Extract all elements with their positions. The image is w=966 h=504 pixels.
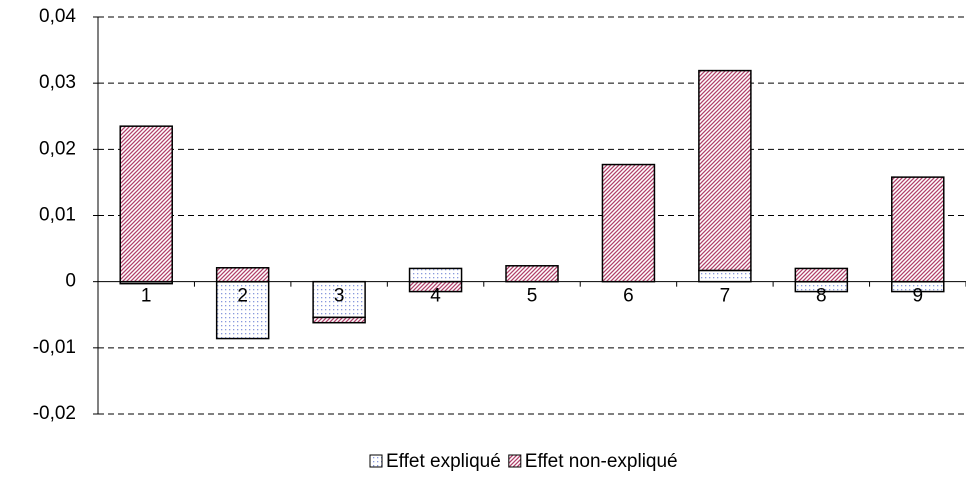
x-tick-label: 4 bbox=[430, 286, 441, 307]
bar bbox=[891, 176, 945, 283]
bar bbox=[215, 280, 270, 340]
y-tick-label: 0,04 bbox=[39, 6, 76, 27]
legend-label: Effet expliqué bbox=[386, 451, 501, 472]
bar bbox=[215, 267, 270, 283]
x-tick-label: 2 bbox=[237, 286, 248, 307]
x-tick-label: 8 bbox=[816, 286, 827, 307]
x-tick-label: 1 bbox=[141, 286, 152, 307]
legend-swatch bbox=[369, 454, 383, 468]
y-tick-label: 0,01 bbox=[39, 205, 76, 226]
bar bbox=[119, 125, 173, 283]
y-tick-label: 0 bbox=[65, 271, 76, 292]
x-tick-label: 7 bbox=[720, 286, 731, 307]
bar bbox=[312, 316, 366, 324]
x-tick-label: 9 bbox=[912, 286, 923, 307]
y-tick-label: -0,01 bbox=[33, 337, 76, 358]
y-tick-label: 0,03 bbox=[39, 72, 76, 93]
x-tick-label: 5 bbox=[527, 286, 538, 307]
legend-label: Effet non-expliqué bbox=[525, 451, 678, 472]
bar bbox=[505, 265, 559, 283]
bar bbox=[698, 69, 752, 272]
legend-swatch bbox=[508, 454, 522, 468]
x-tick-label: 3 bbox=[334, 286, 345, 307]
bar bbox=[601, 163, 656, 283]
y-tick-label: 0,02 bbox=[39, 138, 76, 159]
bar bbox=[408, 267, 463, 283]
bar bbox=[698, 269, 752, 283]
y-tick-label: -0,02 bbox=[33, 403, 76, 424]
x-tick-label: 6 bbox=[623, 286, 634, 307]
bar bbox=[794, 267, 849, 283]
